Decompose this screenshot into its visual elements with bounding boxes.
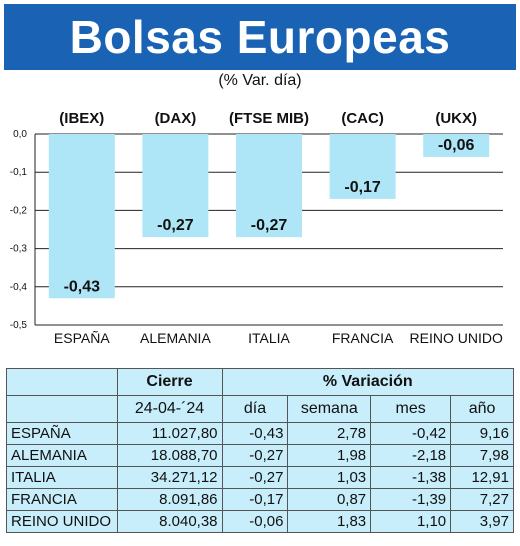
table-corner-cell-2	[6, 395, 118, 423]
y-tick-label: -0,1	[10, 167, 28, 178]
row-country: ITALIA	[6, 466, 118, 489]
category-label: ALEMANIA	[140, 330, 211, 346]
page-title: Bolsas Europeas	[69, 11, 451, 63]
bar-value-label: -0,06	[438, 137, 475, 154]
header-variacion: % Variación	[221, 368, 515, 396]
row-semana: 1,83	[287, 510, 372, 533]
row-dia: -0,43	[221, 422, 289, 445]
index-label: (UKX)	[435, 110, 477, 127]
table-column-header-row: 24-04-´24 día semana mes año	[6, 395, 514, 423]
row-country: REINO UNIDO	[6, 510, 118, 533]
index-label: (CAC)	[341, 110, 384, 127]
bar-chart: 0,0 -0,1 -0,2 -0,3 -0,4 -0,5 -0,43 (IBEX) ESPAÑA…	[10, 110, 503, 346]
bar	[142, 134, 209, 238]
row-ano: 9,16	[450, 422, 514, 445]
y-tick-label: -0,2	[10, 205, 28, 216]
row-ano: 7,27	[450, 488, 514, 511]
row-semana: 2,78	[287, 422, 372, 445]
table-corner-cell	[6, 368, 118, 396]
table-row: ALEMANIA 18.088,70 -0,27 1,98 -2,18 7,98	[6, 444, 514, 467]
title-banner: Bolsas Europeas	[4, 4, 516, 70]
row-mes: 1,10	[370, 510, 452, 533]
index-label: (FTSE MIB)	[229, 110, 309, 127]
row-ano: 7,98	[450, 444, 514, 467]
market-table: Cierre % Variación 24-04-´24 día semana …	[6, 368, 515, 533]
row-country: ALEMANIA	[6, 444, 118, 467]
header-date: 24-04-´24	[116, 395, 223, 423]
row-mes: -2,18	[370, 444, 452, 467]
category-label: REINO UNIDO	[410, 330, 503, 346]
header-ano: año	[450, 395, 514, 423]
bar-value-label: -0,17	[344, 179, 381, 196]
row-semana: 0,87	[287, 488, 372, 511]
header-cierre: Cierre	[116, 368, 223, 396]
row-ano: 3,97	[450, 510, 514, 533]
category-label: FRANCIA	[332, 330, 394, 346]
row-cierre: 11.027,80	[116, 422, 223, 445]
row-dia: -0,27	[221, 466, 289, 489]
bar	[329, 134, 396, 199]
y-tick-label: 0,0	[13, 129, 27, 140]
row-dia: -0,06	[221, 510, 289, 533]
header-semana: semana	[287, 395, 372, 423]
bar-value-label: -0,27	[157, 217, 194, 234]
index-label: (IBEX)	[59, 110, 104, 127]
y-tick-label: -0,3	[10, 244, 28, 255]
header-mes: mes	[370, 395, 452, 423]
row-dia: -0,17	[221, 488, 289, 511]
bar	[423, 134, 490, 157]
table-row: ITALIA 34.271,12 -0,27 1,03 -1,38 12,91	[6, 466, 514, 489]
table-row: ESPAÑA 11.027,80 -0,43 2,78 -0,42 9,16	[6, 422, 514, 445]
bar-value-label: -0,27	[251, 217, 288, 234]
row-semana: 1,03	[287, 466, 372, 489]
table-row: REINO UNIDO 8.040,38 -0,06 1,83 1,10 3,9…	[6, 510, 514, 533]
table-group-header-row: Cierre % Variación	[6, 368, 515, 396]
row-cierre: 8.040,38	[116, 510, 223, 533]
row-cierre: 34.271,12	[116, 466, 223, 489]
row-country: FRANCIA	[6, 488, 118, 511]
bar	[236, 134, 302, 238]
y-tick-label: -0,4	[10, 282, 28, 293]
table-row: FRANCIA 8.091,86 -0,17 0,87 -1,39 7,27	[6, 488, 514, 511]
row-mes: -1,38	[370, 466, 452, 489]
row-semana: 1,98	[287, 444, 372, 467]
row-country: ESPAÑA	[6, 422, 118, 445]
row-cierre: 8.091,86	[116, 488, 223, 511]
row-mes: -0,42	[370, 422, 452, 445]
index-label: (DAX)	[155, 110, 197, 127]
bar	[48, 134, 115, 299]
row-ano: 12,91	[450, 466, 514, 489]
category-label: ESPAÑA	[54, 330, 110, 346]
category-label: ITALIA	[248, 330, 290, 346]
row-dia: -0,27	[221, 444, 289, 467]
header-dia: día	[221, 395, 289, 423]
chart-subtitle: (% Var. día)	[218, 72, 302, 89]
row-cierre: 18.088,70	[116, 444, 223, 467]
row-mes: -1,39	[370, 488, 452, 511]
bar-value-label: -0,43	[64, 278, 101, 295]
y-tick-label: -0,5	[10, 320, 28, 331]
